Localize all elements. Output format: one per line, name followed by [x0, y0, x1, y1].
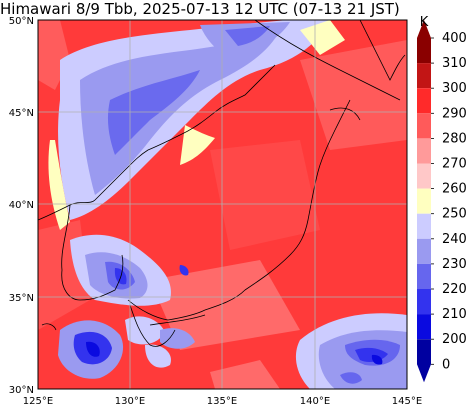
graticule: [38, 20, 407, 389]
lat-label: 35°N: [9, 293, 34, 304]
colorbar-tick-label: 250: [442, 207, 467, 222]
colorbar-tick-label: 270: [442, 157, 467, 172]
colorbar-segment: [417, 339, 431, 383]
map-title: Himawari 8/9 Tbb, 2025-07-13 12 UTC (07-…: [0, 0, 400, 18]
colorbar-segment: [417, 314, 431, 340]
colorbar-tick-label: 230: [442, 257, 467, 272]
colorbar-tick-label: 260: [442, 182, 467, 197]
colorbar-segment: [417, 188, 431, 214]
lon-label: 130°E: [115, 396, 145, 407]
colorbar-segment: [417, 263, 431, 289]
colorbar-segment: [417, 163, 431, 189]
colorbar-tick-label: 0: [442, 357, 450, 372]
lat-label: 50°N: [9, 16, 34, 27]
lat-label: 45°N: [9, 108, 34, 119]
lon-label: 140°E: [300, 396, 330, 407]
colorbar-tick-label: 240: [442, 232, 467, 247]
colorbar-tick-label: 210: [442, 307, 467, 322]
lat-label: 40°N: [9, 200, 34, 211]
colorbar-tick-label: 300: [442, 81, 467, 96]
coastline: [38, 20, 406, 347]
colorbar-segment: [417, 213, 431, 239]
lat-label: 30°N: [9, 385, 34, 396]
colorbar-segment: [417, 63, 431, 89]
colorbar-tick-label: 310: [442, 56, 467, 71]
lon-label: 145°E: [392, 396, 422, 407]
lon-label: 135°E: [207, 396, 237, 407]
colorbar-segment: [417, 138, 431, 164]
longitude-labels: 125°E 130°E 135°E 140°E 145°E: [23, 396, 422, 407]
colorbar-segment: [417, 238, 431, 264]
colorbar-unit: K: [420, 15, 429, 30]
colorbar-tick-label: 220: [442, 282, 467, 297]
latitude-labels: 50°N 45°N 40°N 35°N 30°N: [9, 16, 34, 396]
colorbar: 400 310 300 290 280 270 260 250 240 230 220 210 200 0: [417, 20, 467, 383]
colorbar-segment: [417, 88, 431, 114]
map-frame: [37, 19, 408, 390]
brightness-temperature-field: [38, 20, 407, 389]
colorbar-segment: [417, 20, 431, 64]
colorbar-tick-label: 400: [442, 31, 467, 46]
lon-label: 125°E: [23, 396, 53, 407]
colorbar-tick-label: 290: [442, 106, 467, 121]
colorbar-tick-label: 200: [442, 332, 467, 347]
colorbar-tick-label: 280: [442, 131, 467, 146]
colorbar-segment: [417, 113, 431, 139]
colorbar-segment: [417, 289, 431, 315]
